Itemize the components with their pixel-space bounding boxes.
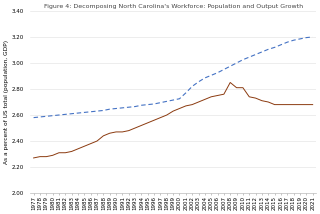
Title: Figure 4: Decomposing North Carolina's Workforce: Population and Output Growth: Figure 4: Decomposing North Carolina's W…	[44, 4, 303, 9]
Y-axis label: As a percent of US total (population, GDP): As a percent of US total (population, GD…	[4, 40, 9, 164]
